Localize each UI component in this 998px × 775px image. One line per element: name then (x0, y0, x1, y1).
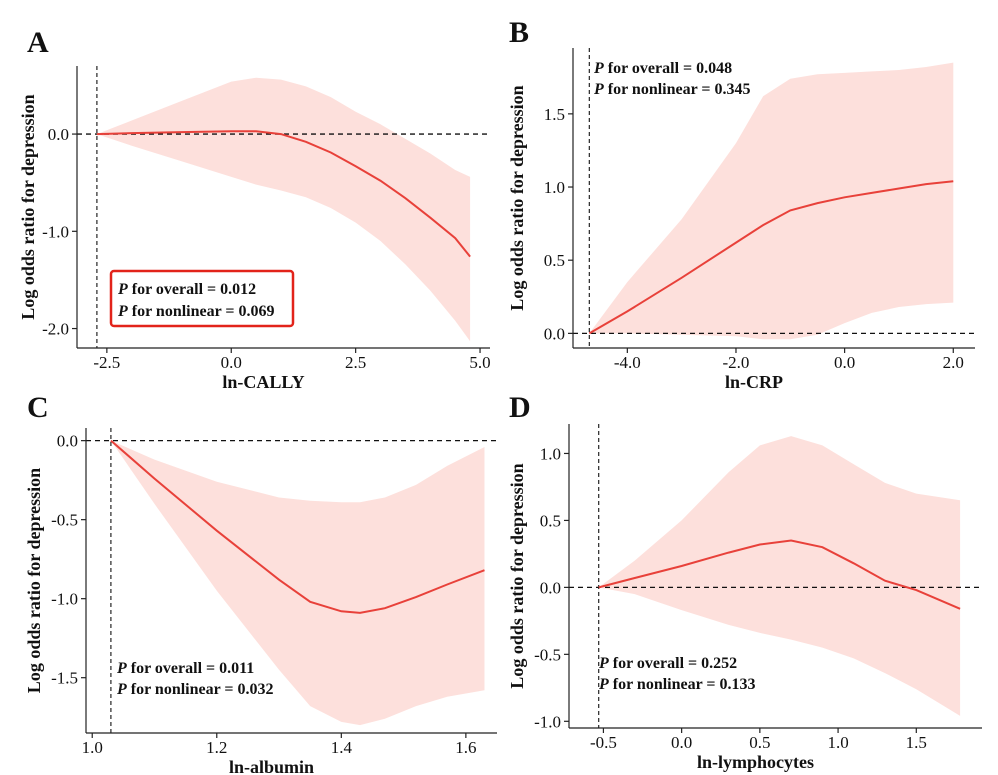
x-axis-title: ln-CRP (725, 372, 783, 392)
confidence-band (110, 440, 485, 726)
y-tick-label: 1.0 (544, 178, 565, 197)
confidence-band (589, 62, 954, 340)
y-axis-title: Log odds ratio for depression (24, 468, 44, 693)
y-tick-label: 1.0 (540, 444, 561, 463)
panel-letter: D (509, 391, 531, 424)
p-overall-label: P for overall = 0.012 (117, 281, 256, 298)
x-tick-label: -2.0 (723, 353, 750, 372)
confidence-band (598, 436, 961, 716)
panel-letter: B (509, 16, 529, 49)
y-axis-title: Log odds ratio for depression (507, 85, 527, 310)
y-tick-label: -0.5 (51, 511, 78, 530)
x-tick-label: 0.0 (671, 733, 692, 752)
x-tick-label: -0.5 (590, 733, 617, 752)
odds-ratio-curve (588, 180, 954, 335)
panel-d: -0.5 0.0 0.5 1.0 1.5 1.0 0.5 0.0 -0.5 -1.0 ln-lymp… (507, 391, 982, 772)
y-tick-label: -2.0 (42, 320, 69, 339)
p-nonlinear-label: P for nonlinear = 0.032 (116, 681, 274, 698)
x-tick-label: 5.0 (469, 353, 490, 372)
x-axis-title: ln-lymphocytes (697, 752, 814, 772)
x-axis-title: ln-CALLY (222, 372, 304, 392)
x-tick-label: 1.4 (331, 738, 353, 757)
x-axis-title: ln-albumin (229, 757, 314, 775)
y-tick-label: 0.0 (540, 578, 561, 597)
y-tick-label: -1.0 (51, 590, 78, 609)
panel-letter: C (27, 391, 49, 424)
x-tick-label: 0.0 (221, 353, 242, 372)
x-tick-label: 1.2 (206, 738, 227, 757)
odds-ratio-curve (598, 539, 961, 610)
x-tick-label: 0.5 (749, 733, 770, 752)
y-tick-label: 1.5 (544, 105, 565, 124)
y-tick-label: 0.5 (540, 511, 561, 530)
x-tick-label: -2.5 (93, 353, 120, 372)
p-overall-label: P for overall = 0.048 (593, 60, 732, 77)
x-tick-label: -4.0 (614, 353, 641, 372)
y-axis-title: Log odds ratio for depression (507, 463, 527, 688)
odds-ratio-curve (110, 439, 485, 614)
confidence-band (96, 77, 471, 342)
y-tick-label: 0.0 (57, 432, 78, 451)
p-value-box (109, 269, 295, 328)
y-axis-title: Log odds ratio for depression (18, 94, 38, 319)
y-tick-label: -0.5 (534, 645, 561, 664)
y-tick-label: -1.0 (42, 222, 69, 241)
x-tick-label: 1.6 (455, 738, 476, 757)
x-tick-label: 1.5 (906, 733, 927, 752)
p-overall-label: P for overall = 0.011 (116, 660, 254, 677)
y-tick-label: -1.0 (534, 712, 561, 731)
x-tick-label: 1.0 (82, 738, 103, 757)
p-nonlinear-label: P for nonlinear = 0.133 (598, 676, 756, 693)
p-nonlinear-label: P for nonlinear = 0.345 (593, 81, 751, 98)
y-tick-label: 0.0 (544, 324, 565, 343)
panel-b: -4.0 -2.0 0.0 2.0 0.0 0.5 1.0 1.5 ln-CRP Log odds… (507, 16, 975, 392)
y-tick-label: -1.5 (51, 669, 78, 688)
x-tick-label: 2.0 (943, 353, 964, 372)
panel-letter: A (27, 26, 49, 59)
panel-a: -2.5 0.0 2.5 5.0 0.0 -1.0 -2.0 ln-CALLY Log odds… (18, 26, 491, 392)
x-tick-label: 1.0 (827, 733, 848, 752)
odds-ratio-curve (96, 130, 471, 258)
x-tick-label: 2.5 (345, 353, 366, 372)
p-nonlinear-label: P for nonlinear = 0.069 (117, 303, 275, 320)
x-tick-label: 0.0 (834, 353, 855, 372)
y-tick-label: 0.5 (544, 251, 565, 270)
y-tick-label: 0.0 (48, 125, 69, 144)
panel-c: 1.0 1.2 1.4 1.6 0.0 -0.5 -1.0 -1.5 ln-albumin Log… (24, 391, 497, 775)
p-overall-label: P for overall = 0.252 (598, 655, 737, 672)
